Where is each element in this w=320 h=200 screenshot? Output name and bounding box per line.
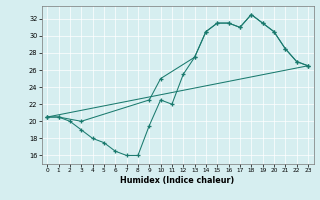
X-axis label: Humidex (Indice chaleur): Humidex (Indice chaleur) bbox=[120, 176, 235, 185]
